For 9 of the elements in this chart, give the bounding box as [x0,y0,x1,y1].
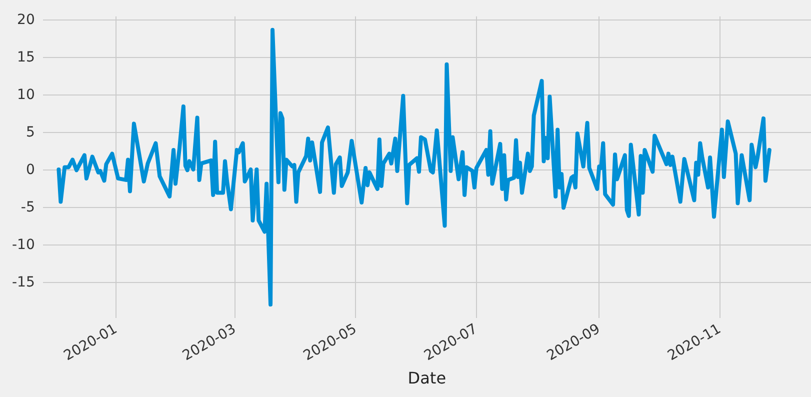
y-tick-label: -15 [12,274,35,290]
y-tick-label: 5 [26,124,35,140]
y-tick-label: 10 [17,86,35,103]
x-axis-title: Date [408,368,446,388]
y-tick-label: 0 [26,162,35,178]
y-tick-label: 15 [17,49,35,66]
y-tick-label: 20 [17,12,35,28]
y-tick-label: -5 [20,199,35,216]
y-tick-label: -10 [12,236,35,253]
